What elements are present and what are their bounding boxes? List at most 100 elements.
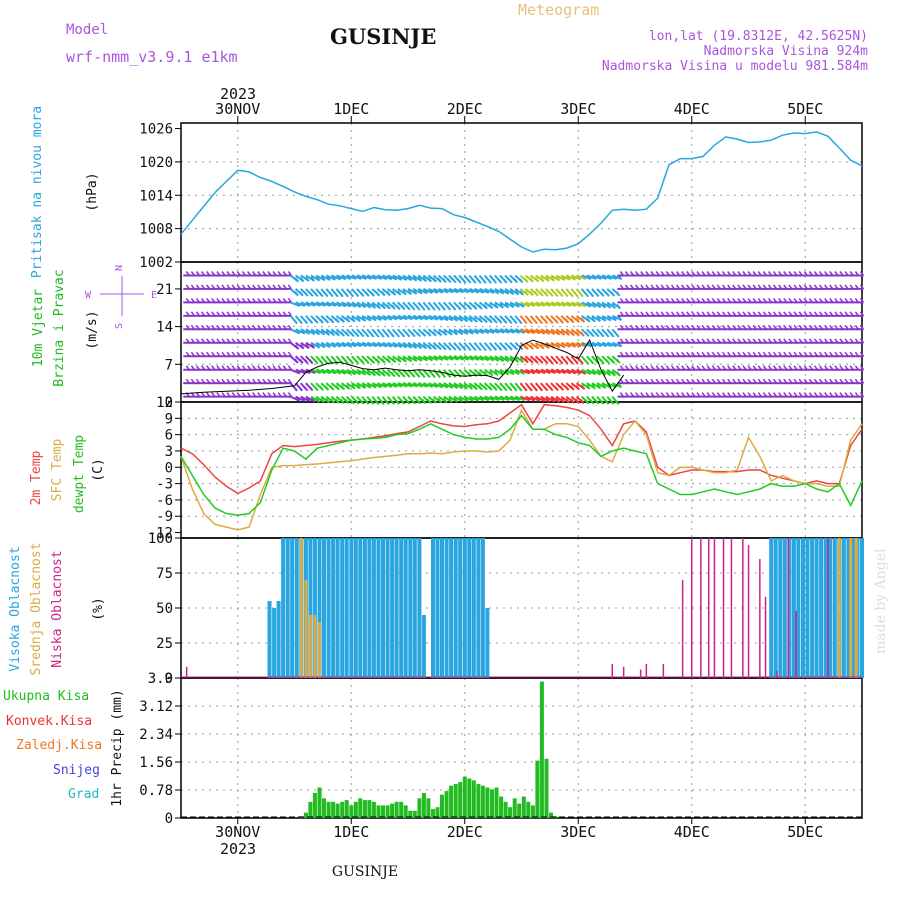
- precip-legend-snow: Snijeg: [53, 763, 100, 778]
- model-label: Model: [66, 22, 108, 38]
- cloud-bar: [413, 538, 417, 678]
- cloud-label-mid: Srednja Oblacnost: [29, 542, 44, 675]
- precip-bar: [540, 682, 544, 818]
- precip-bar: [358, 798, 362, 818]
- ytick-label-clouds: 75: [156, 566, 173, 582]
- precip-bar: [322, 798, 326, 818]
- cloud-bar: [399, 538, 403, 678]
- cloud-bar: [700, 538, 702, 678]
- cloud-bar: [313, 615, 316, 678]
- bottom-date-label: 2DEC: [447, 823, 483, 841]
- temp-unit: (C): [91, 458, 106, 481]
- cloud-bar: [318, 622, 321, 678]
- cloud-bar: [714, 538, 716, 678]
- cloud-bar: [386, 538, 390, 678]
- precip-bar: [485, 788, 489, 819]
- cloud-bar: [436, 538, 440, 678]
- ytick-label-temperature: 12: [156, 395, 173, 411]
- precip-bar: [513, 798, 517, 818]
- cloud-bar: [828, 538, 832, 678]
- wind-side-label-2: Brzina i Pravac: [52, 269, 67, 386]
- cloud-bar: [481, 538, 485, 678]
- ytick-label-precip: 1.56: [139, 755, 173, 771]
- cloud-bar: [663, 664, 665, 678]
- cloud-bar: [431, 538, 435, 678]
- cloud-bar: [367, 538, 371, 678]
- wind-side-label-1: 10m Vjetar: [31, 289, 46, 367]
- cloud-bar: [445, 538, 449, 678]
- pressure-unit: (hPa): [85, 172, 100, 211]
- cloud-bar: [783, 538, 787, 678]
- panel-frame-precip: [181, 678, 862, 818]
- cloud-bar: [281, 538, 285, 678]
- cloud-bar: [742, 538, 744, 678]
- cloud-bar: [358, 538, 362, 678]
- cloud-bar: [472, 538, 476, 678]
- temp-label-2m: 2m Temp: [29, 450, 44, 505]
- precip-bar: [354, 802, 358, 818]
- model-elevation-text: Nadmorska Visina u modelu 981.584m: [602, 59, 868, 74]
- pressure-side-label: Pritisak na nivou mora: [30, 106, 45, 278]
- precip-bar: [504, 802, 508, 818]
- cloud-bar: [842, 538, 846, 678]
- precip-legend-total: Ukupna Kisa: [3, 689, 89, 704]
- cloud-bar: [327, 538, 331, 678]
- station-title: GUSINJE: [330, 24, 436, 49]
- cloud-bar: [463, 538, 467, 678]
- bottom-date-label: 1DEC: [333, 823, 369, 841]
- cloud-bar: [682, 580, 684, 678]
- cloud-label-high: Visoka Oblacnost: [8, 546, 23, 671]
- cloud-bar: [769, 538, 773, 678]
- cloud-bar: [778, 538, 782, 678]
- cloud-bar: [806, 538, 810, 678]
- footer-station: GUSINJE: [332, 864, 398, 880]
- ytick-label-temperature: 6: [165, 428, 173, 444]
- cloud-bar: [331, 538, 335, 678]
- top-date-label: 30NOV: [215, 100, 260, 118]
- precip-bar: [522, 797, 526, 819]
- cloud-bar: [612, 664, 614, 678]
- cloud-label-low: Niska Oblacnost: [50, 550, 65, 667]
- precip-bar: [313, 793, 317, 818]
- cloud-bar: [485, 608, 489, 678]
- precip-bar: [531, 805, 535, 818]
- cloud-bar: [691, 538, 693, 678]
- cloud-unit: (%): [91, 597, 106, 620]
- precip-bar: [436, 807, 440, 818]
- ytick-label-temperature: -3: [156, 477, 173, 493]
- plot-area: 10021008101410201026071421-12-9-6-303691…: [139, 100, 864, 841]
- precip-bars: [299, 682, 557, 818]
- cloud-bar: [815, 538, 819, 678]
- elevation-text: Nadmorska Visina 924m: [704, 44, 869, 59]
- precip-bar: [535, 761, 539, 818]
- precip-bar: [467, 779, 471, 819]
- cloud-bar: [449, 538, 453, 678]
- ytick-label-wind: 21: [156, 282, 173, 298]
- precip-bar: [499, 797, 503, 819]
- precip-bar: [308, 802, 312, 818]
- precip-bar: [508, 807, 512, 818]
- compass-n: N: [114, 265, 125, 271]
- precip-ylabel: 1hr Precip (mm): [110, 689, 125, 806]
- cloud-bar: [354, 538, 358, 678]
- cloud-bar: [860, 538, 864, 678]
- ytick-label-precip: 3.9: [148, 671, 173, 687]
- top-date-label: 1DEC: [333, 100, 369, 118]
- ytick-label-wind: 14: [156, 320, 173, 336]
- precip-bar: [331, 802, 335, 818]
- cloud-bar: [838, 538, 841, 678]
- cloud-bar: [765, 597, 767, 678]
- bottom-year-label: 2023: [220, 840, 256, 858]
- ytick-label-pressure: 1026: [139, 122, 173, 138]
- cloud-bar: [309, 615, 312, 678]
- cloud-bar: [748, 545, 750, 678]
- ytick-label-temperature: -9: [156, 509, 173, 525]
- wind-unit: (m/s): [85, 310, 100, 349]
- cloud-bar: [440, 538, 444, 678]
- precip-bar: [545, 759, 549, 818]
- precip-bar: [463, 777, 467, 818]
- cloud-bar: [646, 664, 648, 678]
- cloud-bar: [186, 667, 188, 678]
- cloud-bar: [408, 538, 412, 678]
